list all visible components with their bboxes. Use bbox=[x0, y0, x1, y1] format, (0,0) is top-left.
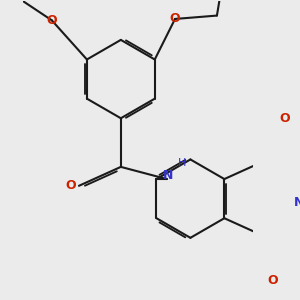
Text: O: O bbox=[65, 179, 76, 192]
Text: O: O bbox=[280, 112, 290, 125]
Text: H: H bbox=[177, 158, 186, 168]
Text: N: N bbox=[293, 196, 300, 208]
Text: O: O bbox=[268, 274, 278, 287]
Text: N: N bbox=[163, 169, 173, 182]
Text: O: O bbox=[170, 13, 180, 26]
Text: O: O bbox=[46, 14, 57, 27]
